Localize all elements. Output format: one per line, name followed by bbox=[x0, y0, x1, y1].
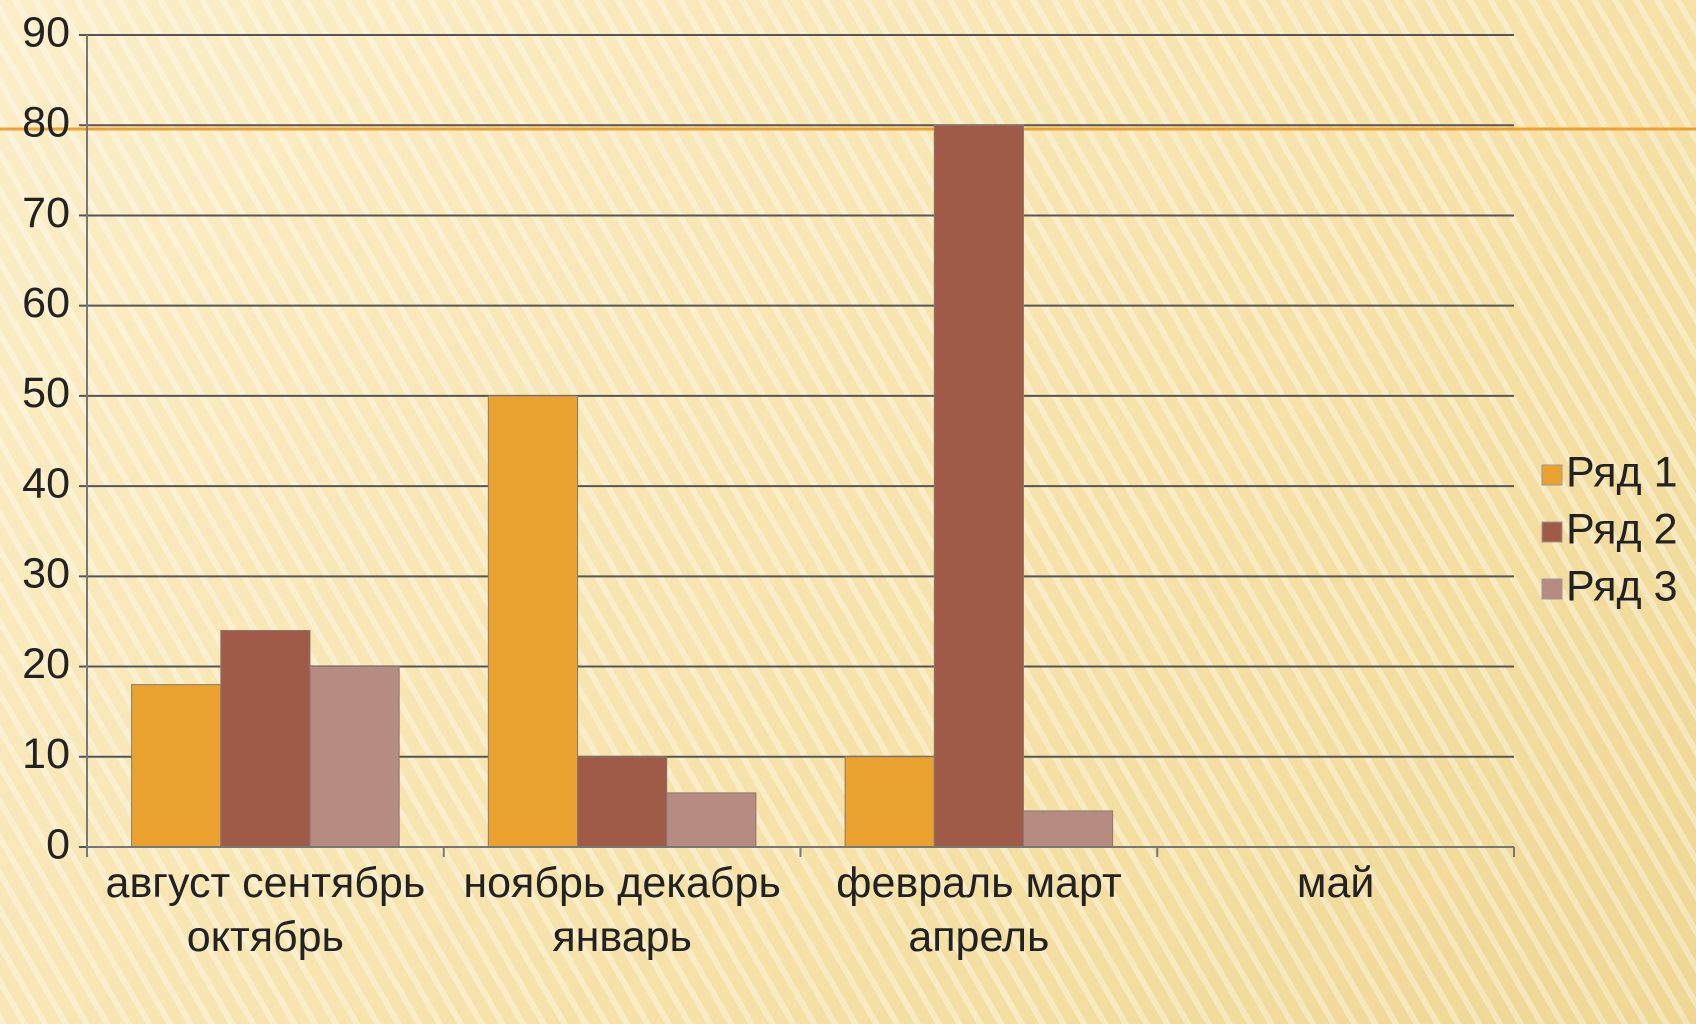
legend-label: Ряд 2 bbox=[1566, 505, 1678, 553]
bar bbox=[1022, 810, 1114, 848]
legend-swatch bbox=[1541, 578, 1563, 600]
legend-label: Ряд 3 bbox=[1566, 562, 1678, 610]
bar bbox=[933, 124, 1024, 848]
legend-label: Ряд 1 bbox=[1566, 448, 1678, 496]
bar bbox=[666, 792, 757, 848]
x-tick-label: май bbox=[1296, 859, 1375, 907]
y-tick-label: 60 bbox=[22, 279, 70, 327]
y-tick-label: 70 bbox=[22, 189, 70, 237]
bar bbox=[844, 756, 935, 848]
legend-swatch bbox=[1541, 464, 1563, 486]
y-tick-label: 30 bbox=[22, 550, 70, 598]
bar bbox=[309, 666, 400, 848]
bar bbox=[487, 395, 579, 848]
y-tick-label: 20 bbox=[22, 640, 70, 688]
x-tick-label: ноябрь декабрь январь bbox=[463, 859, 781, 961]
y-tick-label: 0 bbox=[46, 820, 70, 868]
x-tick-label: август сентябрь октябрь bbox=[105, 859, 426, 961]
legend-swatch bbox=[1541, 521, 1563, 543]
bar bbox=[220, 629, 311, 848]
y-tick-label: 50 bbox=[22, 369, 70, 417]
y-tick-label: 90 bbox=[22, 8, 70, 56]
y-tick-label: 80 bbox=[22, 99, 70, 147]
y-tick-label: 10 bbox=[22, 730, 70, 778]
bar bbox=[577, 756, 668, 848]
y-tick-label: 40 bbox=[22, 459, 70, 507]
x-tick-label: февраль март апрель bbox=[836, 859, 1122, 961]
bar bbox=[131, 684, 222, 848]
